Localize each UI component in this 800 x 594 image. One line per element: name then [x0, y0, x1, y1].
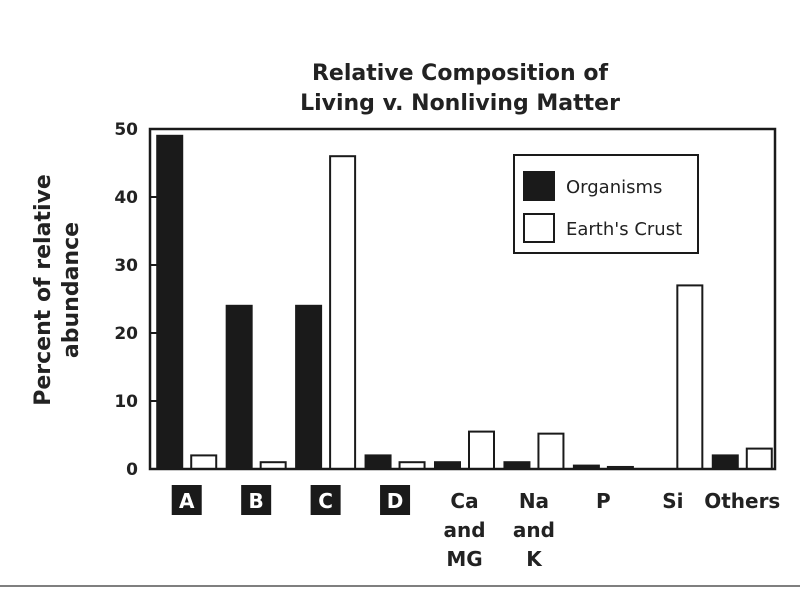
- bar-earths-crust: [676, 284, 704, 470]
- y-axis-label: Percent of relative abundance: [31, 174, 84, 406]
- y-tick-label: 20: [114, 324, 138, 344]
- y-axis-label-line: abundance: [59, 222, 84, 358]
- category-label-box: [171, 485, 202, 515]
- bar-earths-crust: [190, 454, 218, 470]
- y-tick-label: 0: [126, 460, 138, 480]
- chart-title: Relative Composition of Living v. Nonlivi…: [300, 61, 620, 116]
- category-label-box: [380, 485, 411, 515]
- plot-frame: [148, 127, 777, 471]
- category-label: Others: [704, 489, 780, 513]
- category-label: and: [513, 518, 555, 542]
- chart-title-line: Living v. Nonliving Matter: [300, 91, 620, 116]
- category-label-box: [241, 485, 272, 515]
- bar-earths-crust: [745, 447, 773, 471]
- chart-title-line: Relative Composition of: [312, 61, 609, 86]
- category-label: and: [443, 518, 485, 542]
- category-label: Ca: [450, 489, 478, 513]
- category-label: B: [249, 489, 264, 513]
- bar-earths-crust: [537, 432, 565, 471]
- category-label-box: [310, 485, 341, 515]
- category-label: C: [318, 489, 333, 513]
- category-label: P: [596, 489, 611, 513]
- y-axis: 0 10 20 30 40 50: [114, 120, 159, 480]
- x-axis-categories: A B C D Ca and MG Na and K P Si Others: [171, 485, 780, 571]
- legend-swatch: [523, 213, 555, 243]
- category-label: K: [526, 547, 543, 571]
- bar-earths-crust: [329, 155, 357, 470]
- legend-label: Earth's Crust: [566, 219, 682, 240]
- bar-earths-crust: [468, 430, 495, 471]
- bar-organisms: [156, 134, 184, 471]
- legend-label: Organisms: [566, 177, 662, 198]
- bar-organisms: [225, 304, 253, 470]
- y-tick-label: 30: [114, 256, 138, 276]
- y-tick-label: 50: [114, 120, 138, 140]
- category-label: A: [179, 489, 195, 513]
- category-label: Na: [519, 489, 549, 513]
- bar-organisms: [711, 454, 739, 470]
- y-tick-label: 10: [114, 392, 138, 412]
- bars: [156, 134, 773, 471]
- bar-organisms: [364, 454, 392, 470]
- legend: Organisms Earth's Crust: [513, 154, 699, 254]
- legend-swatch: [523, 171, 555, 201]
- y-tick-label: 40: [114, 188, 138, 208]
- bar-organisms: [295, 304, 323, 470]
- category-label: D: [387, 489, 404, 513]
- y-axis-label-line: Percent of relative: [31, 174, 56, 406]
- category-label: Si: [662, 489, 683, 513]
- category-label: MG: [446, 547, 482, 571]
